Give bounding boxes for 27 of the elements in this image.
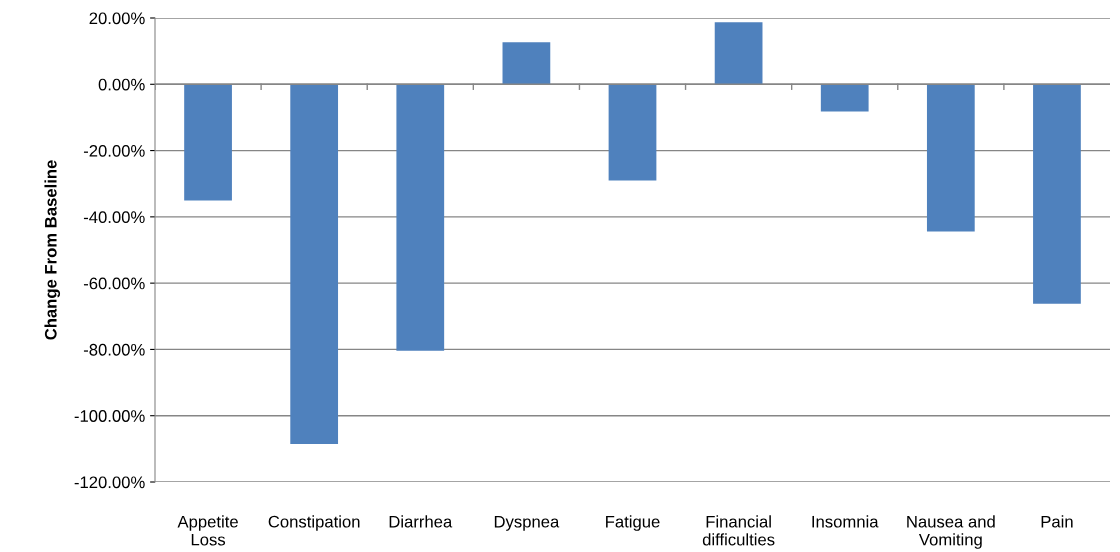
y-tick-label: -40.00%	[83, 211, 145, 224]
x-tick-label: Constipation	[268, 515, 360, 531]
bar	[1033, 84, 1081, 304]
x-tick-label: Nausea and Vomiting	[907, 515, 995, 549]
bar	[502, 42, 551, 85]
y-tick-label: 20.00%	[89, 12, 145, 25]
y-tick-label: -20.00%	[83, 144, 145, 157]
y-tick-label: -80.00%	[83, 343, 145, 356]
bar	[290, 84, 339, 444]
x-tick-label: Fatigue	[606, 515, 660, 531]
y-tick-label: 0.00%	[98, 78, 145, 91]
x-tick-label: Appetite Loss	[177, 515, 238, 546]
bar	[184, 84, 232, 201]
x-tick-label: Pain	[1041, 515, 1073, 528]
x-tick-label: Diarrhea	[389, 515, 453, 528]
y-tick-label: -120.00%	[74, 476, 145, 489]
bar	[926, 84, 975, 232]
bar	[608, 84, 657, 181]
y-axis-title: Change From Baseline	[44, 160, 61, 340]
x-tick-label: Insomnia	[812, 515, 879, 528]
bar	[396, 84, 445, 351]
y-tick-label: -100.00%	[74, 410, 145, 422]
x-tick-label: Dyspnea	[494, 515, 560, 531]
bar	[714, 22, 763, 85]
bar	[820, 84, 869, 112]
y-tick-label: -60.00%	[83, 277, 145, 290]
x-tick-label: Financial difficulties	[702, 515, 775, 546]
